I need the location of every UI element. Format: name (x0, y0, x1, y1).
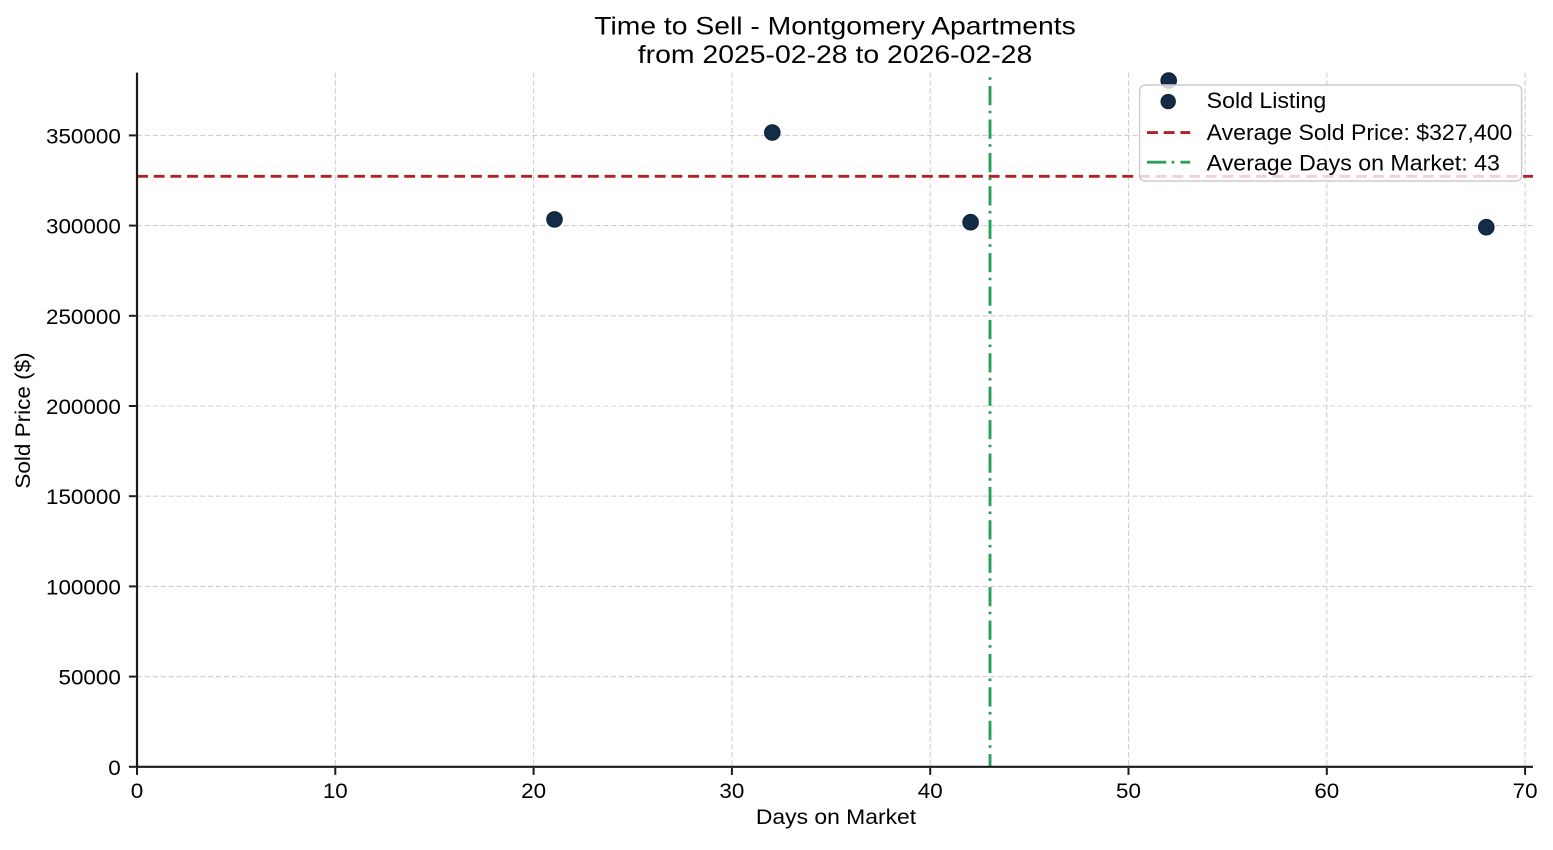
svg-text:from 2025-02-28 to 2026-02-28: from 2025-02-28 to 2026-02-28 (638, 42, 1033, 69)
svg-text:250000: 250000 (46, 305, 121, 329)
svg-text:0: 0 (131, 779, 144, 803)
svg-text:Sold Price ($): Sold Price ($) (10, 352, 35, 488)
svg-text:60: 60 (1314, 779, 1339, 803)
svg-text:50000: 50000 (59, 666, 121, 690)
svg-text:350000: 350000 (46, 124, 121, 148)
svg-text:10: 10 (323, 779, 348, 803)
svg-text:Days on Market: Days on Market (756, 804, 916, 829)
svg-text:Sold Listing: Sold Listing (1207, 88, 1327, 113)
svg-text:30: 30 (719, 779, 744, 803)
svg-text:200000: 200000 (46, 395, 121, 419)
svg-text:100000: 100000 (46, 575, 121, 599)
svg-text:Average Days on Market: 43: Average Days on Market: 43 (1207, 151, 1500, 176)
svg-text:70: 70 (1513, 779, 1538, 803)
svg-text:150000: 150000 (46, 485, 121, 509)
svg-text:40: 40 (918, 779, 943, 803)
svg-text:50: 50 (1116, 779, 1141, 803)
svg-text:Time to Sell - Montgomery Apar: Time to Sell - Montgomery Apartments (594, 13, 1076, 40)
svg-text:Average Sold Price: $327,400: Average Sold Price: $327,400 (1207, 120, 1513, 145)
svg-text:20: 20 (521, 779, 546, 803)
svg-text:0: 0 (108, 756, 121, 780)
svg-text:300000: 300000 (46, 215, 121, 239)
